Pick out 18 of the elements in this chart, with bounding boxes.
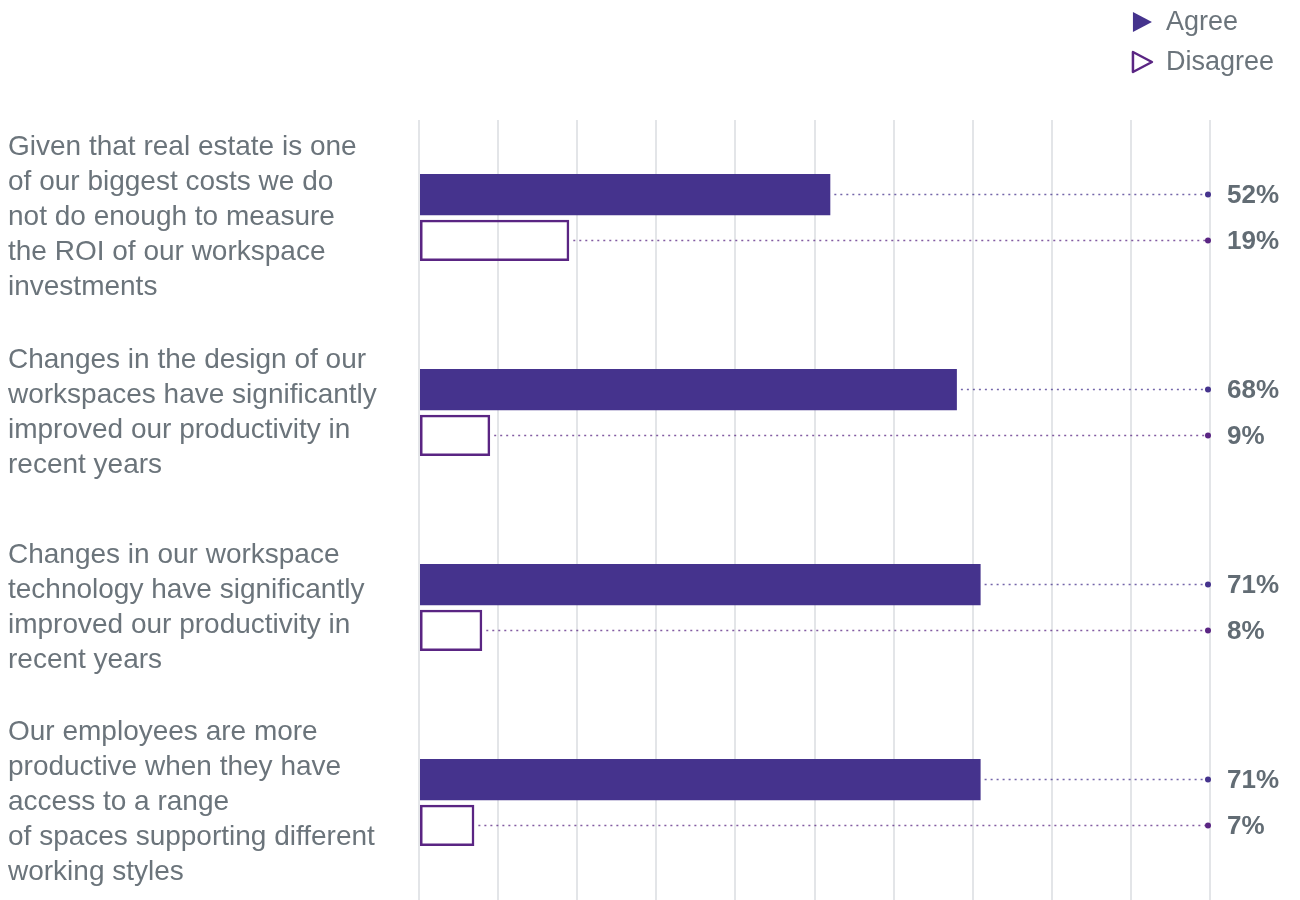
data-label: 52% xyxy=(1227,178,1280,209)
bar xyxy=(420,563,981,606)
legend-label: Agree xyxy=(1165,6,1239,37)
y-tick-label: Given that real estate is one of our biggest costs we do not do enough to measure the ROI of our workspace investments xyxy=(8,130,357,302)
data-label: 71% xyxy=(1227,763,1280,794)
data-label: 9% xyxy=(1227,419,1265,450)
data-label: 19% xyxy=(1227,224,1280,255)
y-tick-label: Changes in our workspace technology have significantly improved our productivity in recent years xyxy=(8,537,365,674)
y-tick-label: Changes in the design of our workspaces have significantly improved our productivity in recent years xyxy=(7,342,377,479)
data-label: 7% xyxy=(1227,809,1265,840)
data-label: 68% xyxy=(1227,373,1280,404)
data-label: 8% xyxy=(1227,614,1265,645)
bar xyxy=(420,173,831,216)
y-tick-label: Our employees are more productive when they have access to a range of spaces supporting different working styles xyxy=(7,715,376,887)
bar xyxy=(420,758,981,801)
bar xyxy=(420,368,957,411)
legend-label: Disagree xyxy=(1165,46,1275,77)
data-label: 71% xyxy=(1227,568,1280,599)
